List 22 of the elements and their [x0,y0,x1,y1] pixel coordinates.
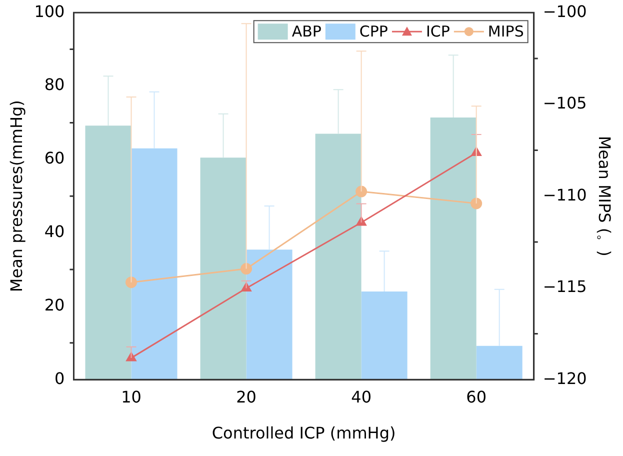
y-tick-label: 80 [44,75,65,94]
y-tick-label: 100 [34,2,65,21]
x-tick-label: 10 [121,387,142,406]
y2-tick-label: −100 [542,2,587,21]
x-axis-title: Controlled ICP (mmHg) [212,424,396,443]
y-tick-label: 0 [54,368,65,388]
legend-label: MIPS [488,22,524,40]
legend-label: CPP [359,22,388,40]
legend-label: ICP [426,22,450,40]
y-axis-title: Mean pressures(mmHg) [6,100,26,292]
legend-label: ABP [292,22,322,40]
y2-tick-label: −115 [542,277,587,296]
x-tick-label: 60 [466,387,487,406]
y-tick-label: 40 [44,222,65,241]
y2-axis-title: Mean MIPS (。) [595,136,614,256]
y2-tick-label: −105 [542,94,587,113]
y-tick-label: 60 [44,148,65,168]
x-tick-label: 40 [351,387,372,406]
x-tick-label: 20 [236,387,256,406]
y2-tick-label: −120 [542,368,587,388]
y-tick-label: 20 [44,295,65,314]
y2-tick-label: −110 [542,185,587,204]
